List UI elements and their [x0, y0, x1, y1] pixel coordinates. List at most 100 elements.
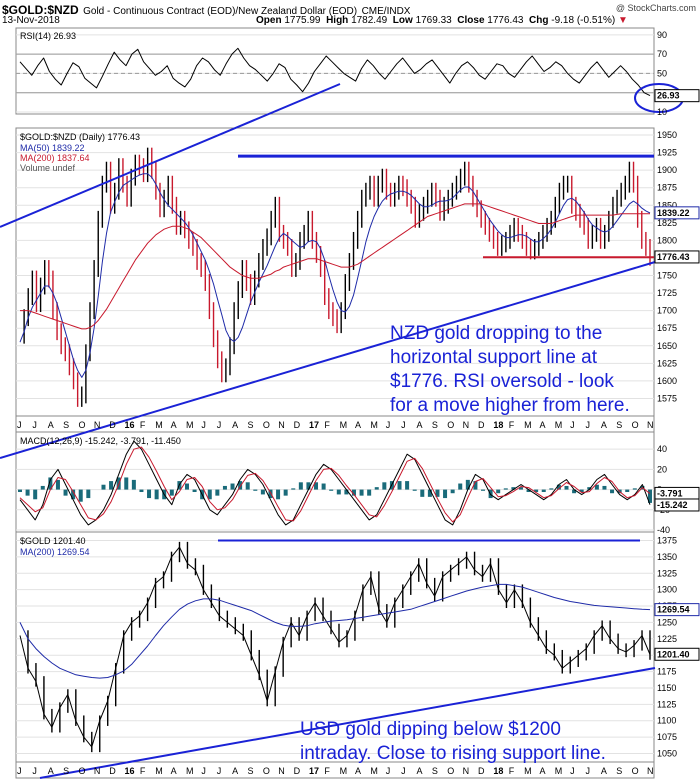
- top-axis-month-label: D: [294, 420, 301, 430]
- watermark: @ StockCharts.com: [615, 3, 696, 13]
- macd-signal-line: [19, 446, 651, 523]
- macd-histogram-bar: [306, 482, 311, 490]
- bottom-axis-month-label: O: [263, 766, 270, 776]
- bottom-axis-month-label: S: [63, 766, 69, 776]
- top-axis-month-label: A: [232, 420, 238, 430]
- bottom-axis-month-label: J: [217, 766, 222, 776]
- macd-histogram-bar: [458, 483, 463, 490]
- macd-histogram-bar: [192, 489, 197, 493]
- macd-tick-label: 20: [657, 464, 667, 474]
- price-tick-label: 1725: [657, 288, 677, 298]
- top-axis-month-label: M: [155, 420, 163, 430]
- macd-histogram-bar: [48, 477, 53, 490]
- macd-histogram-bar: [18, 489, 22, 493]
- top-axis-month-label: D: [109, 420, 116, 430]
- usd-tick-label: 1300: [657, 585, 677, 595]
- top-axis-month-label: 17: [309, 420, 319, 430]
- macd-histogram-bar: [169, 489, 174, 496]
- macd-histogram-bar: [147, 489, 152, 499]
- top-axis-month-label: J: [217, 420, 222, 430]
- macd-histogram-bar: [298, 482, 303, 490]
- macd-histogram-bar: [86, 489, 91, 499]
- usd-ma200-last-value-box: [654, 603, 700, 617]
- ohlc-readout: Open 1775.99 High 1782.49 Low 1769.33 Cl…: [256, 15, 628, 26]
- usd-note-line-2: intraday. Close to rising support line.: [300, 743, 606, 764]
- bottom-axis-month-label: S: [247, 766, 253, 776]
- top-axis-month-label: A: [601, 420, 607, 430]
- bottom-axis-month-label: M: [370, 766, 378, 776]
- usd-tick-label: 1250: [657, 617, 677, 627]
- macd-histogram-bar: [184, 483, 189, 490]
- usd-tick-label: 1350: [657, 552, 677, 562]
- macd-last-value: -15.242: [657, 500, 688, 510]
- macd-histogram-bar: [549, 488, 554, 490]
- macd-histogram-bar: [518, 487, 523, 490]
- top-axis-month-label: D: [478, 420, 485, 430]
- macd-histogram-bar: [131, 479, 136, 490]
- macd-histogram-bar: [511, 487, 516, 490]
- price-tick-label: 1825: [657, 218, 677, 228]
- macd-histogram-bar: [465, 479, 470, 490]
- legend-usd-ma200: MA(200) 1269.54: [20, 547, 90, 557]
- macd-histogram-bar: [420, 489, 425, 497]
- macd-histogram-bar: [71, 489, 76, 500]
- price-tick-label: 1950: [657, 130, 677, 140]
- bottom-axis-month-label: M: [186, 766, 194, 776]
- usd-tick-label: 1325: [657, 568, 677, 578]
- bottom-axis-month-label: J: [570, 766, 575, 776]
- usd-ma200-last-value: 1269.54: [657, 605, 690, 615]
- bottom-axis-month-label: A: [355, 766, 361, 776]
- price-tick-label: 1900: [657, 165, 677, 175]
- lower-channel-trendline: [0, 261, 656, 459]
- top-axis-month-label: M: [186, 420, 194, 430]
- legend-volume: Volume undef: [20, 163, 76, 173]
- macd-histogram-bar: [412, 489, 417, 491]
- top-axis-month-label: O: [632, 420, 639, 430]
- macd-histogram-bar: [314, 482, 319, 490]
- rsi-tick-label: 90: [657, 30, 667, 40]
- bottom-axis-month-label: N: [463, 766, 470, 776]
- macd-histogram-bar: [602, 485, 607, 490]
- exchange: CME/INDX: [361, 6, 411, 17]
- top-axis-month-label: S: [616, 420, 622, 430]
- macd-histogram-bar: [276, 489, 281, 500]
- ma50-last-value: 1839.22: [657, 208, 690, 218]
- macd-histogram-bar: [336, 489, 341, 495]
- macd-histogram-bar: [268, 489, 273, 499]
- bottom-axis-month-label: 17: [309, 766, 319, 776]
- top-axis-month-label: N: [463, 420, 470, 430]
- price-title: $GOLD:$NZD (Daily) 1776.43: [20, 132, 140, 142]
- bottom-axis-month-label: F: [509, 766, 515, 776]
- macd-histogram-bar: [154, 489, 159, 500]
- macd-tick-label: 40: [657, 444, 667, 454]
- macd-histogram-bar: [101, 484, 106, 490]
- price-tick-label: 1575: [657, 393, 677, 403]
- top-axis-month-label: A: [171, 420, 177, 430]
- usd-rising-support-line: [39, 667, 656, 779]
- price-tick-label: 1650: [657, 341, 677, 351]
- macd-histogram-bar: [587, 487, 592, 490]
- usd-tick-label: 1150: [657, 683, 676, 693]
- price-tick-label: 1625: [657, 358, 677, 368]
- ma200-line: [20, 203, 650, 330]
- overlay-layer: [0, 83, 684, 779]
- usd-tick-label: 1125: [657, 699, 676, 709]
- price-tick-label: 1875: [657, 183, 677, 193]
- price-tick-label: 1850: [657, 200, 677, 210]
- legend-ma50: MA(50) 1839.22: [20, 143, 85, 153]
- rsi-tick-label: 70: [657, 49, 667, 59]
- top-axis-month-label: A: [48, 420, 54, 430]
- macd-histogram-bar: [40, 485, 45, 490]
- price-tick-label: 1600: [657, 376, 677, 386]
- bottom-axis-month-label: D: [478, 766, 485, 776]
- macd-histogram-bar: [344, 489, 349, 495]
- macd-histogram-bar: [450, 489, 455, 494]
- macd-histogram-bar: [260, 489, 265, 495]
- quote-date: 13-Nov-2018: [2, 15, 60, 26]
- usd-tick-label: 1100: [657, 716, 676, 726]
- macd-histogram-bar: [435, 489, 440, 497]
- macd-histogram-bar: [397, 481, 402, 490]
- usd-tick-label: 1375: [657, 536, 677, 546]
- ma50-line: [19, 173, 651, 378]
- bottom-axis-month-label: F: [140, 766, 146, 776]
